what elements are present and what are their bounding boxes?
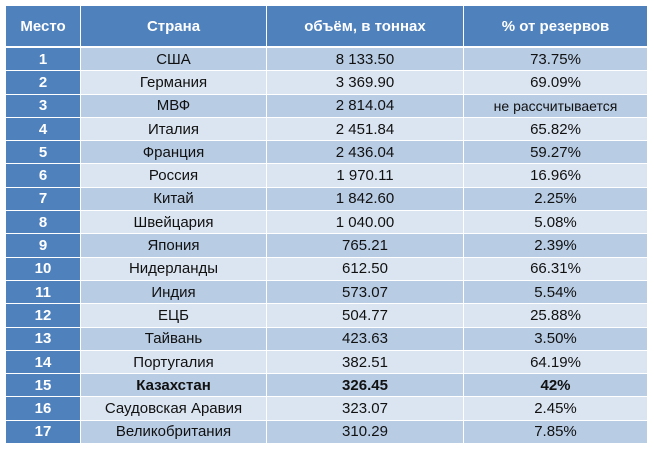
volume-cell: 2 814.04 xyxy=(266,93,464,118)
volume-cell: 8 133.50 xyxy=(266,46,464,72)
header-row: Место Страна объём, в тоннах % от резерв… xyxy=(5,5,648,48)
volume-cell: 310.29 xyxy=(266,419,464,445)
percent-cell: 2.39% xyxy=(463,233,648,258)
table-row: 5 Франция 2 436.04 59.27% xyxy=(5,140,648,165)
country-cell: Великобритания xyxy=(80,419,267,445)
header-rank: Место xyxy=(5,5,81,48)
percent-cell: 7.85% xyxy=(463,419,648,445)
table-row: 16 Саудовская Аравия 323.07 2.45% xyxy=(5,396,648,421)
country-cell: Индия xyxy=(80,279,267,305)
table-row: 15 Казахстан 326.45 42% xyxy=(5,373,648,398)
rank-cell: 8 xyxy=(5,210,81,235)
volume-cell: 326.45 xyxy=(266,373,464,398)
percent-cell: 25.88% xyxy=(463,303,648,328)
volume-cell: 765.21 xyxy=(266,233,464,258)
country-cell: Португалия xyxy=(80,349,267,375)
percent-cell: 5.08% xyxy=(463,210,648,235)
rank-cell: 3 xyxy=(5,93,81,118)
volume-cell: 1 040.00 xyxy=(266,210,464,235)
table-row: 4 Италия 2 451.84 65.82% xyxy=(5,116,648,142)
table-row: 10 Нидерланды 612.50 66.31% xyxy=(5,256,648,281)
country-cell: Германия xyxy=(80,70,267,95)
country-cell: Нидерланды xyxy=(80,256,267,281)
percent-cell: 69.09% xyxy=(463,70,648,95)
country-cell: Италия xyxy=(80,116,267,142)
rank-cell: 9 xyxy=(5,233,81,258)
volume-cell: 1 970.11 xyxy=(266,163,464,188)
rank-cell: 7 xyxy=(5,186,81,212)
table-row: 8 Швейцария 1 040.00 5.08% xyxy=(5,210,648,235)
percent-cell: 64.19% xyxy=(463,349,648,375)
country-cell: Китай xyxy=(80,186,267,212)
rank-cell: 17 xyxy=(5,419,81,445)
volume-cell: 2 436.04 xyxy=(266,140,464,165)
country-cell: МВФ xyxy=(80,93,267,118)
volume-cell: 3 369.90 xyxy=(266,70,464,95)
rank-cell: 16 xyxy=(5,396,81,421)
rank-cell: 12 xyxy=(5,303,81,328)
rank-cell: 4 xyxy=(5,116,81,142)
volume-cell: 323.07 xyxy=(266,396,464,421)
rank-cell: 6 xyxy=(5,163,81,188)
table-row: 1 США 8 133.50 73.75% xyxy=(5,46,648,72)
percent-cell: 65.82% xyxy=(463,116,648,142)
table-row: 12 ЕЦБ 504.77 25.88% xyxy=(5,303,648,328)
country-cell: Франция xyxy=(80,140,267,165)
rank-cell: 10 xyxy=(5,256,81,281)
country-cell: Тайвань xyxy=(80,326,267,351)
rank-cell: 2 xyxy=(5,70,81,95)
table-row: 13 Тайвань 423.63 3.50% xyxy=(5,326,648,351)
table-row: 6 Россия 1 970.11 16.96% xyxy=(5,163,648,188)
percent-cell: 2.45% xyxy=(463,396,648,421)
rank-cell: 13 xyxy=(5,326,81,351)
table-row: 17 Великобритания 310.29 7.85% xyxy=(5,419,648,445)
percent-cell: не рассчитывается xyxy=(463,93,648,118)
table-row: 11 Индия 573.07 5.54% xyxy=(5,279,648,305)
table-row: 14 Португалия 382.51 64.19% xyxy=(5,349,648,375)
volume-cell: 382.51 xyxy=(266,349,464,375)
header-country: Страна xyxy=(80,5,267,48)
rank-cell: 14 xyxy=(5,349,81,375)
volume-cell: 2 451.84 xyxy=(266,116,464,142)
rank-cell: 15 xyxy=(5,373,81,398)
percent-cell: 73.75% xyxy=(463,46,648,72)
header-percent: % от резервов xyxy=(463,5,648,48)
volume-cell: 1 842.60 xyxy=(266,186,464,212)
rank-cell: 1 xyxy=(5,46,81,72)
country-cell: США xyxy=(80,46,267,72)
header-volume: объём, в тоннах xyxy=(266,5,464,48)
table-row: 9 Япония 765.21 2.39% xyxy=(5,233,648,258)
country-cell: ЕЦБ xyxy=(80,303,267,328)
volume-cell: 612.50 xyxy=(266,256,464,281)
rank-cell: 11 xyxy=(5,279,81,305)
country-cell: Япония xyxy=(80,233,267,258)
country-cell: Саудовская Аравия xyxy=(80,396,267,421)
country-cell: Швейцария xyxy=(80,210,267,235)
percent-cell: 2.25% xyxy=(463,186,648,212)
table-row: 7 Китай 1 842.60 2.25% xyxy=(5,186,648,212)
percent-cell: 16.96% xyxy=(463,163,648,188)
rank-cell: 5 xyxy=(5,140,81,165)
table-row: 3 МВФ 2 814.04 не рассчитывается xyxy=(5,93,648,118)
table-row: 2 Германия 3 369.90 69.09% xyxy=(5,70,648,95)
volume-cell: 573.07 xyxy=(266,279,464,305)
volume-cell: 504.77 xyxy=(266,303,464,328)
country-cell: Россия xyxy=(80,163,267,188)
table-body: 1 США 8 133.50 73.75% 2 Германия 3 369.90 69.09… xyxy=(5,46,648,445)
gold-reserves-table: Место Страна объём, в тоннах % от резерв… xyxy=(5,5,648,445)
percent-cell: 66.31% xyxy=(463,256,648,281)
gold-reserves-table-container: Место Страна объём, в тоннах % от резерв… xyxy=(5,5,648,466)
country-cell: Казахстан xyxy=(80,373,267,398)
percent-cell: 59.27% xyxy=(463,140,648,165)
percent-cell: 42% xyxy=(463,373,648,398)
percent-cell: 5.54% xyxy=(463,279,648,305)
percent-cell: 3.50% xyxy=(463,326,648,351)
volume-cell: 423.63 xyxy=(266,326,464,351)
